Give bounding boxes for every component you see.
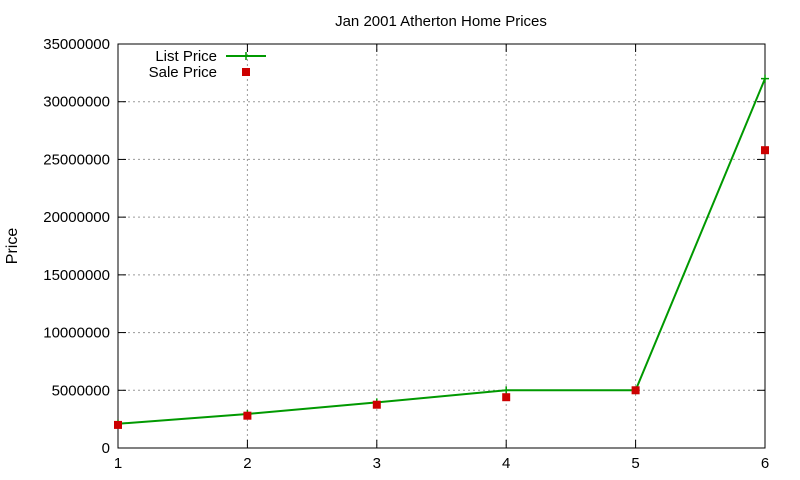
list-price-line	[117, 78, 766, 425]
y-tick-label: 10000000	[43, 325, 110, 342]
x-tick-label: 4	[502, 455, 510, 472]
axes: 0 5000000 10000000 15000000 20000000 25000000…	[43, 36, 769, 472]
series-sale-price	[114, 146, 769, 429]
chart-title: Jan 2001 Atherton Home Prices	[335, 13, 547, 30]
y-tick-label: 0	[102, 440, 110, 457]
x-tick-label: 6	[761, 455, 769, 472]
data-series	[114, 74, 769, 429]
sale-price-point	[372, 400, 381, 409]
sale-price-point	[761, 146, 769, 155]
legend-square-sample	[242, 68, 250, 76]
y-tick-label: 25000000	[43, 151, 110, 168]
x-tick-label: 3	[373, 455, 381, 472]
sale-price-point	[631, 386, 640, 395]
y-tick-label: 15000000	[43, 267, 110, 284]
y-axis-label: Price	[4, 228, 21, 265]
list-price-point	[502, 386, 511, 395]
y-tick-label: 35000000	[43, 36, 110, 53]
sale-price-point	[114, 420, 122, 429]
sale-price-point	[502, 393, 511, 402]
series-list-price	[114, 74, 769, 428]
grid-lines	[118, 44, 765, 448]
y-tick-label: 5000000	[52, 382, 110, 399]
legend-label: Sale Price	[149, 64, 217, 81]
x-tick-label: 5	[631, 455, 639, 472]
x-tick-label: 1	[114, 455, 122, 472]
list-price-point	[761, 74, 769, 83]
legend-cross-sample	[242, 52, 250, 60]
y-tick-label: 20000000	[43, 209, 110, 226]
y-tick-label: 30000000	[43, 94, 110, 111]
sale-price-point	[243, 411, 252, 420]
legend-label: List Price	[155, 48, 217, 65]
plot-frame	[117, 43, 766, 449]
x-tick-label: 2	[243, 455, 251, 472]
